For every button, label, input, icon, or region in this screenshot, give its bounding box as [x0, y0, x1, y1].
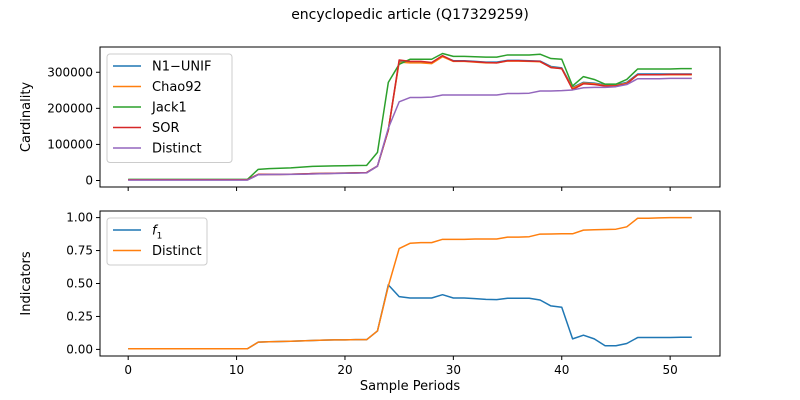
y-tick-label: 0	[85, 174, 93, 188]
x-tick-label: 0	[124, 363, 132, 377]
x-tick-label: 40	[554, 363, 569, 377]
x-tick-label: 10	[229, 363, 244, 377]
legend-label: Distinct	[152, 142, 202, 157]
y-tick-label: 300000	[47, 65, 93, 79]
legend-label: f1	[152, 224, 162, 242]
figure-title: encyclopedic article (Q17329259)	[291, 7, 529, 23]
legend-label: N1−UNIF	[152, 60, 211, 75]
y-tick-label: 0.25	[66, 309, 93, 323]
y-tick-label: 0.00	[66, 342, 93, 356]
legend-label: Chao92	[152, 80, 202, 95]
series-line-1	[128, 216, 692, 350]
x-tick-label: 30	[446, 363, 461, 377]
legend	[106, 53, 233, 163]
x-tick-label: 50	[662, 363, 677, 377]
series-line-4	[128, 77, 692, 181]
legend-label: Jack1	[151, 101, 187, 116]
series-line-0	[128, 284, 692, 350]
y-tick-label: 0.75	[66, 244, 93, 258]
x-tick-label: 20	[337, 363, 352, 377]
legend-label: Distinct	[152, 244, 202, 259]
legend-label: SOR	[152, 121, 180, 136]
y-axis-label: Cardinality	[19, 82, 34, 153]
cardinality-panel: 0 100000 200000 300000 Cardinality N1−UNIF Cha…	[19, 46, 721, 191]
y-tick-label: 100000	[47, 137, 93, 151]
y-tick-label: 0.50	[66, 277, 93, 291]
y-tick-label: 200000	[47, 101, 93, 115]
indicators-panel: 0 10 20 30 40 50 0.00 0.25 0.50 0.75 1.00 Indicator…	[19, 210, 721, 394]
y-axis-label: Indicators	[19, 251, 34, 315]
x-axis-label: Sample Periods	[360, 379, 460, 394]
axes-frame	[99, 46, 721, 188]
y-tick-label: 1.00	[66, 211, 93, 225]
